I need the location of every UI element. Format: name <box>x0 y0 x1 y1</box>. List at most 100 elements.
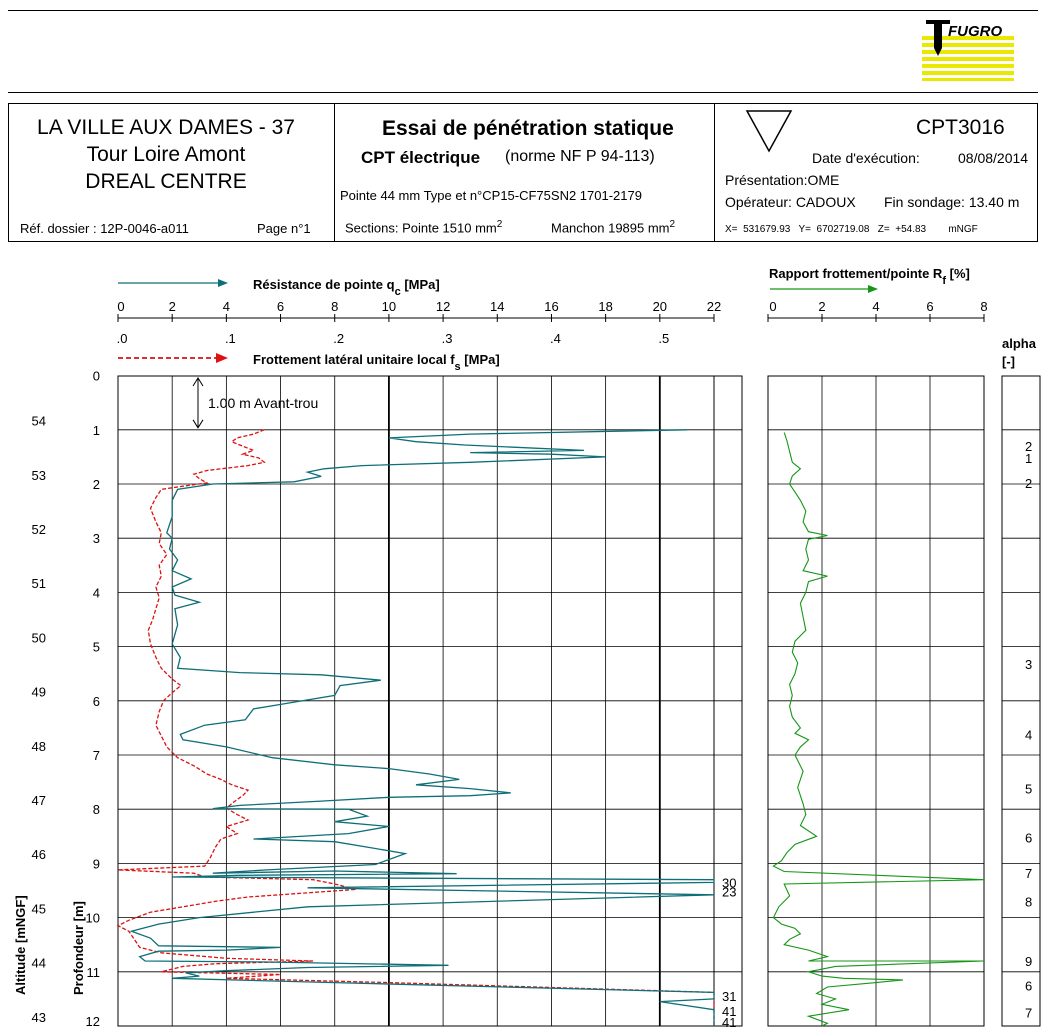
date-label: Date d'exécution: <box>812 150 920 166</box>
qc-overflow-label: 41 <box>722 1015 736 1028</box>
qc-tick-label: 18 <box>598 299 612 314</box>
alpha-value-label: 3 <box>1025 657 1032 672</box>
fs-title-sub: s <box>455 361 461 373</box>
depth-tick-label: 0 <box>93 369 100 384</box>
qc-overflow-label: 41 <box>722 1004 736 1019</box>
operateur: Opérateur: CADOUX <box>725 194 856 210</box>
rf-axis-title: Rapport frottement/pointe Rf [%] <box>769 266 970 287</box>
altitude-tick-label: 54 <box>32 414 46 429</box>
qc-tick-label: 20 <box>653 299 667 314</box>
rf-tick-label: 0 <box>769 299 776 314</box>
grid-lines <box>118 376 1040 1027</box>
qc-tick-label: 10 <box>382 299 396 314</box>
fs-tick-label: .5 <box>658 331 669 346</box>
depth-tick-label: 4 <box>93 585 100 600</box>
fs-title-main: Frottement latéral unitaire local f <box>253 352 455 367</box>
alpha-value-label: 9 <box>1025 954 1032 969</box>
qc-tick-label: 12 <box>436 299 450 314</box>
depth-tick-label: 6 <box>93 694 100 709</box>
alpha-axis-title: alpha <box>1002 336 1037 351</box>
chart-labels: Résistance de pointe qc [MPa] Frottement … <box>118 266 1037 1028</box>
predrill-label: 1.00 m Avant-trou <box>208 395 318 411</box>
qc-tick-label: 2 <box>169 299 176 314</box>
fin-sondage: Fin sondage: 13.40 m <box>884 194 1020 210</box>
manchon-exp: 2 <box>669 219 676 230</box>
qc-tick-label: 8 <box>331 299 338 314</box>
qc-series-line <box>129 429 715 1026</box>
presentation: Présentation:OME <box>725 172 840 188</box>
alpha-value-label: 1 <box>1025 451 1032 466</box>
manchon-info: Manchon 19895 mm2 <box>551 219 675 235</box>
alpha-value-label: 5 <box>1025 782 1032 797</box>
site-line-3: DREAL CENTRE <box>85 170 247 193</box>
altitude-tick-label: 47 <box>32 793 46 808</box>
alpha-value-label: 2 <box>1025 439 1032 454</box>
fs-tick-label: .0 <box>117 331 128 346</box>
sections-manchon: Manchon 19895 mm <box>551 220 670 236</box>
fs-series-line <box>116 429 715 1026</box>
site-line-1: LA VILLE AUX DAMES - 37 <box>37 116 295 139</box>
alpha-axis-unit: [-] <box>1002 354 1015 369</box>
alpha-value-label: 6 <box>1025 978 1032 993</box>
rule-2 <box>8 92 1038 93</box>
test-title: Essai de pénétration statique <box>382 117 674 140</box>
predrill-arrow-top <box>192 377 204 387</box>
fs-tick-label: .1 <box>225 331 236 346</box>
depth-tick-label: 12 <box>86 1014 100 1028</box>
test-id: CPT3016 <box>916 116 1005 139</box>
altitude-tick-label: 52 <box>32 522 46 537</box>
sections-info: Sections: Pointe 1510 mm2 <box>345 219 502 235</box>
depth-tick-label: 10 <box>86 911 100 926</box>
altitude-tick-label: 44 <box>32 956 46 971</box>
qc-overflow-label: 30 <box>722 875 736 890</box>
predrill-arrow-bottom <box>192 419 204 429</box>
fs-tick-label: .4 <box>550 331 561 346</box>
rf-title-main: Rapport frottement/pointe R <box>769 266 943 281</box>
depth-axis-title: Profondeur [m] <box>71 901 86 995</box>
header-divider-1 <box>334 103 335 242</box>
fs-axis-title: Frottement latéral unitaire local fs [MP… <box>253 352 500 373</box>
qc-overflow-label: 31 <box>722 989 736 1004</box>
altitude-tick-label: 43 <box>32 1010 46 1025</box>
qc-tick-label: 16 <box>544 299 558 314</box>
altitude-tick-label: 46 <box>32 847 46 862</box>
qc-tick-label: 14 <box>490 299 504 314</box>
altitude-tick-label: 51 <box>32 576 46 591</box>
ref-dossier: Réf. dossier : 12P-0046-a011 <box>20 221 189 236</box>
top-rule <box>8 10 1038 11</box>
cpt-type: CPT électrique <box>361 148 481 167</box>
fugro-logo: FUGRO <box>920 16 1016 82</box>
rf-series-line <box>772 432 985 1027</box>
alpha-value-label: 2 <box>1025 476 1032 491</box>
axis-scales: 0123456789101112545352515049484746454443… <box>13 299 988 1028</box>
alpha-value-label: 6 <box>1025 830 1032 845</box>
fs-tick-label: .3 <box>442 331 453 346</box>
depth-tick-label: 8 <box>93 802 100 817</box>
rf-title-unit: [%] <box>946 266 970 281</box>
qc-tick-label: 0 <box>117 299 124 314</box>
coordinates: X= 531679.93 Y= 6702719.08 Z= +54.83 mNG… <box>725 224 978 235</box>
qc-tick-label: 4 <box>223 299 230 314</box>
pointe-info: Pointe 44 mm Type et n°CP15-CF75SN2 1701… <box>340 188 642 203</box>
qc-axis-title: Résistance de pointe qc [MPa] <box>253 277 440 298</box>
sections-exp: 2 <box>496 219 503 230</box>
alpha-value-label: 8 <box>1025 894 1032 909</box>
depth-tick-label: 1 <box>93 423 100 438</box>
sections-pointe: Sections: Pointe 1510 mm <box>345 220 497 236</box>
depth-tick-label: 3 <box>93 531 100 546</box>
date-value: 08/08/2014 <box>958 150 1029 166</box>
fs-tick-label: .2 <box>333 331 344 346</box>
altitude-tick-label: 49 <box>32 685 46 700</box>
rf-title-sub: f <box>942 275 946 287</box>
rf-tick-label: 4 <box>872 299 879 314</box>
rf-tick-label: 2 <box>818 299 825 314</box>
logo-stripes <box>922 36 1014 81</box>
altitude-tick-label: 48 <box>32 739 46 754</box>
qc-tick-label: 22 <box>707 299 721 314</box>
header-box <box>8 103 1038 242</box>
qc-tick-label: 6 <box>277 299 284 314</box>
triangle-icon <box>745 110 793 153</box>
fs-legend-arrow <box>216 353 228 363</box>
altitude-tick-label: 50 <box>32 630 46 645</box>
